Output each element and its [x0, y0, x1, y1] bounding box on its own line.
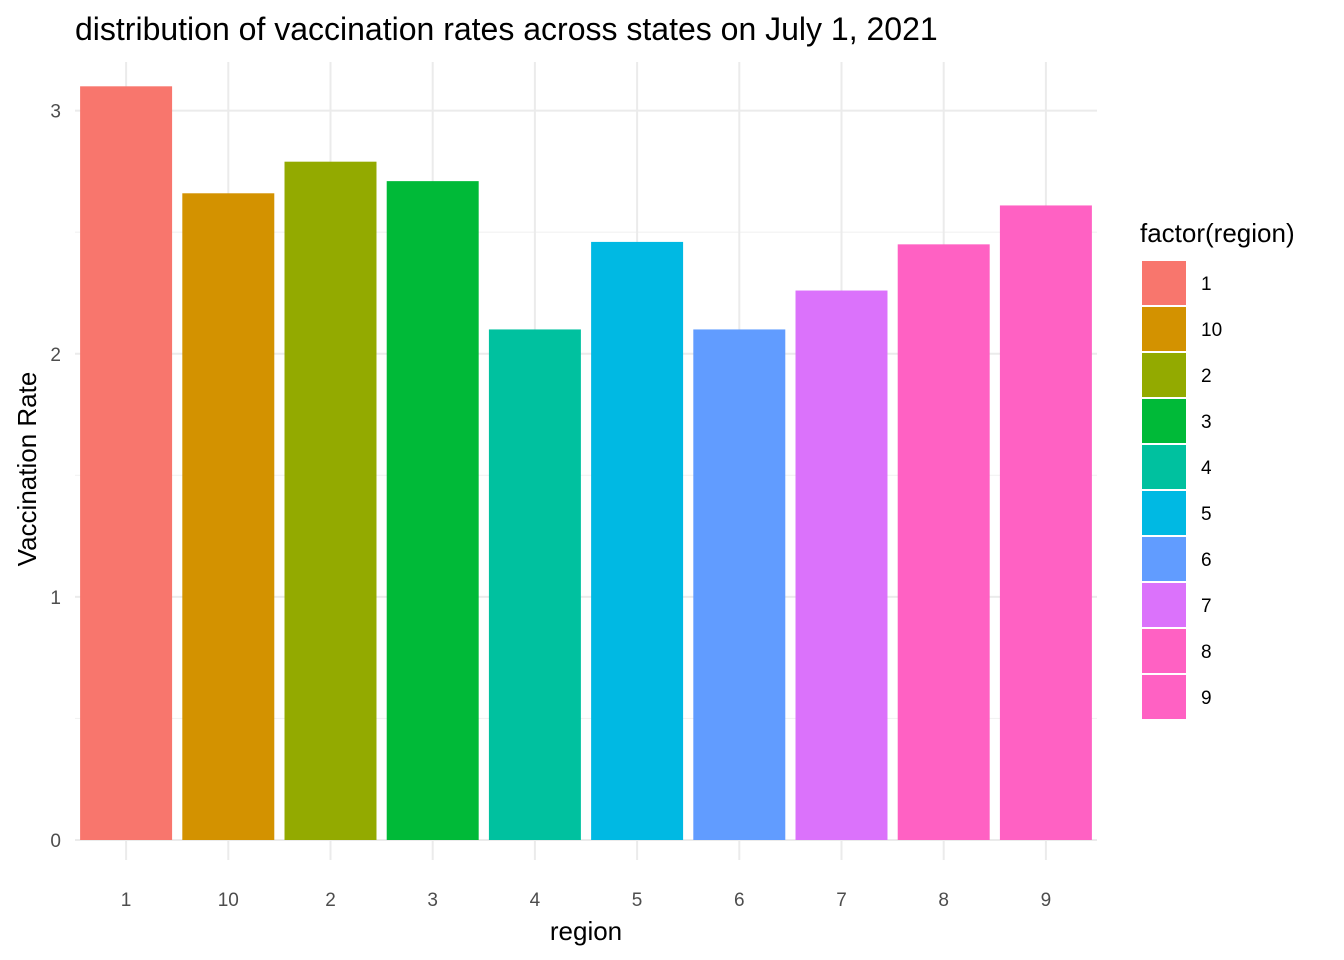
legend-key-6 — [1142, 537, 1186, 581]
legend-key-2 — [1142, 353, 1186, 397]
legend-label: 6 — [1201, 550, 1212, 571]
bar-region-8 — [897, 244, 990, 840]
y-axis-title: Vaccination Rate — [12, 372, 42, 567]
x-tick-label: 2 — [325, 890, 336, 911]
bar-region-6 — [693, 329, 786, 840]
y-tick-label: 1 — [50, 588, 61, 609]
y-tick-label: 0 — [50, 831, 61, 852]
bar-region-5 — [591, 241, 684, 841]
legend-label: 5 — [1201, 504, 1212, 525]
legend-title: factor(region) — [1140, 218, 1295, 248]
y-tick-label: 3 — [50, 102, 61, 123]
legend-key-7 — [1142, 583, 1186, 627]
legend-label: 8 — [1201, 642, 1212, 663]
legend-label: 2 — [1201, 366, 1212, 387]
legend-label: 3 — [1201, 412, 1212, 433]
legend-key-8 — [1142, 629, 1186, 673]
x-tick-label: 6 — [734, 890, 745, 911]
chart-title: distribution of vaccination rates across… — [75, 11, 938, 47]
legend-label: 1 — [1201, 274, 1212, 295]
x-axis-title: region — [550, 916, 622, 946]
legend-key-4 — [1142, 445, 1186, 489]
legend: factor(region) 1 10 2 3 4 5 6 7 8 9 — [1140, 218, 1295, 719]
legend-items: 1 10 2 3 4 5 6 7 8 9 — [1142, 261, 1222, 719]
bar-region-1 — [80, 86, 173, 840]
x-tick-label: 8 — [938, 890, 949, 911]
x-axis-ticks: 1 10 2 3 4 5 6 7 8 9 — [121, 890, 1051, 911]
x-tick-label: 4 — [530, 890, 541, 911]
bar-region-10 — [182, 193, 275, 841]
legend-key-10 — [1142, 307, 1186, 351]
bar-region-4 — [488, 329, 581, 840]
bar-region-2 — [284, 161, 377, 840]
legend-key-9 — [1142, 675, 1186, 719]
legend-key-3 — [1142, 399, 1186, 443]
legend-key-1 — [1142, 261, 1186, 305]
legend-label: 9 — [1201, 688, 1212, 709]
x-tick-label: 9 — [1041, 890, 1052, 911]
x-tick-label: 3 — [427, 890, 438, 911]
legend-key-5 — [1142, 491, 1186, 535]
legend-label: 4 — [1201, 458, 1212, 479]
legend-label: 10 — [1201, 320, 1222, 341]
x-tick-label: 5 — [632, 890, 643, 911]
y-tick-label: 2 — [50, 345, 61, 366]
bar-region-3 — [386, 181, 479, 841]
x-tick-label: 7 — [836, 890, 847, 911]
legend-label: 7 — [1201, 596, 1212, 617]
bar-region-9 — [999, 205, 1092, 841]
bars — [80, 86, 1092, 841]
y-axis-ticks: 0 1 2 3 — [50, 102, 61, 852]
x-tick-label: 1 — [121, 890, 132, 911]
bar-region-7 — [795, 290, 888, 841]
x-tick-label: 10 — [218, 890, 239, 911]
